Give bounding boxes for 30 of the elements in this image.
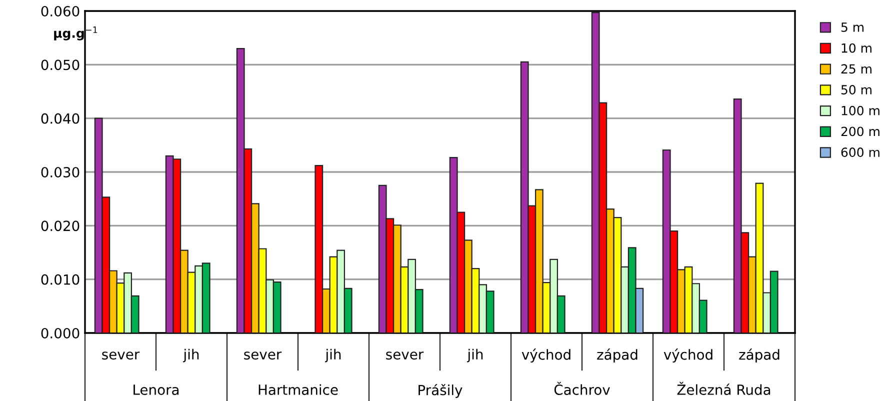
y-tick-label: 0.020 bbox=[41, 220, 80, 232]
legend-label: 50 m bbox=[841, 85, 872, 94]
y-axis-title: µg.g$^{−1}$ bbox=[54, 26, 98, 40]
x-tick-label: jih bbox=[324, 348, 341, 362]
y-tick-label: 0.040 bbox=[41, 113, 80, 124]
x-tick-label: jih bbox=[466, 348, 483, 362]
legend-label: 5 m bbox=[841, 22, 864, 32]
text: Prášily bbox=[418, 384, 462, 398]
y-tick-label: 0.010 bbox=[41, 274, 80, 285]
legend-label: 100 m bbox=[842, 106, 880, 116]
text: Železná Ruda bbox=[677, 382, 770, 395]
x-tick-label: sever bbox=[386, 352, 424, 360]
y-tick-label: 0.050 bbox=[41, 60, 80, 70]
x-tick-label: východ bbox=[522, 348, 570, 363]
y-tick-label: 0.030 bbox=[41, 166, 80, 178]
legend-label: 200 m bbox=[841, 126, 880, 136]
legend-label: 25 m bbox=[841, 64, 872, 74]
text: Čachrov bbox=[554, 382, 610, 395]
x-tick-label: východ bbox=[664, 348, 712, 363]
x-tick-label: západ bbox=[597, 348, 638, 363]
y-tick-label: 0.000 bbox=[41, 328, 80, 338]
legend-label: 600 m bbox=[841, 148, 880, 158]
x-tick-label: sever bbox=[102, 352, 140, 360]
x-tick-label: sever bbox=[244, 352, 282, 360]
y-tick-label: 0.060 bbox=[41, 6, 80, 16]
x-tick-label: západ bbox=[739, 348, 780, 363]
x-tick-label: jih bbox=[182, 348, 199, 362]
text: Hartmanice bbox=[258, 384, 338, 395]
text: Lenora bbox=[134, 384, 179, 395]
legend-label: 10 m bbox=[842, 43, 872, 53]
